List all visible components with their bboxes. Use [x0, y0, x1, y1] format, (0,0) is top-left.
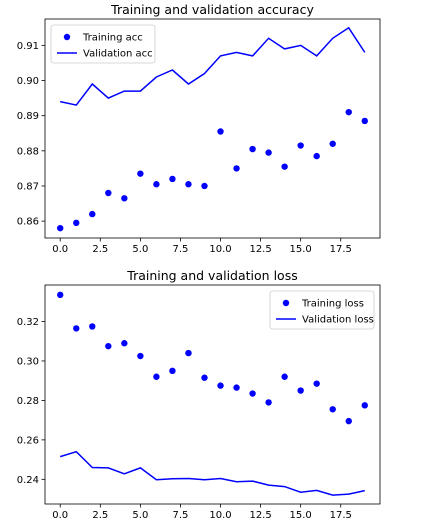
data-point [201, 182, 208, 190]
data-point [185, 349, 192, 357]
data-point [297, 142, 304, 149]
data-point [265, 399, 272, 406]
data-point [281, 163, 288, 170]
legend-dot-marker [282, 299, 290, 307]
data-point [121, 195, 128, 202]
data-point [153, 373, 160, 380]
data-point [361, 402, 368, 409]
data-point [361, 117, 368, 125]
data-point [217, 382, 224, 389]
y-tick-label: 0.91 [17, 41, 39, 52]
y-tick-label: 0.30 [17, 356, 39, 367]
data-point [329, 140, 336, 147]
y-tick-label: 0.32 [17, 317, 39, 328]
x-tick-label: 10.0 [209, 510, 231, 521]
data-point [57, 224, 64, 232]
x-tick-label: 12.5 [249, 510, 271, 521]
y-tick-label: 0.89 [17, 111, 39, 122]
x-tick-label: 2.5 [92, 510, 108, 521]
chart-panel-1: Training and validation accuracy 0.0 2.5 5.… [17, 2, 381, 255]
legend-label: Training loss [301, 299, 364, 310]
series-points-training-acc [57, 108, 368, 232]
data-point [313, 380, 320, 387]
data-point [185, 181, 192, 188]
data-point [73, 219, 80, 227]
y-tick-label: 0.87 [17, 181, 39, 192]
legend-dot-marker [63, 33, 71, 41]
x-tick-label: 0.0 [52, 510, 68, 521]
data-point [345, 417, 352, 425]
x-tick-label: 2.5 [92, 244, 108, 255]
data-point [105, 342, 112, 350]
x-tick-label: 17.5 [330, 244, 352, 255]
data-point [169, 367, 176, 375]
plot-frame [44, 284, 381, 505]
data-point [329, 406, 336, 413]
x-tick-label: 7.5 [172, 510, 188, 521]
data-point [281, 373, 288, 380]
x-tick-label: 12.5 [249, 244, 271, 255]
data-point [233, 165, 240, 172]
y-tick-label: 0.88 [17, 146, 39, 157]
data-point [73, 325, 80, 332]
data-point [89, 323, 96, 330]
data-point [137, 170, 144, 177]
y-tick-label: 0.90 [17, 76, 39, 87]
legend-label: Training acc [82, 33, 143, 44]
data-point [233, 384, 240, 391]
data-point [249, 145, 256, 153]
data-point [169, 175, 176, 183]
legend: Training acc Validation acc [50, 24, 156, 64]
x-tick-label: 17.5 [330, 510, 352, 521]
data-point [57, 291, 64, 299]
data-point [217, 128, 224, 135]
data-point [121, 340, 128, 347]
data-point [345, 108, 352, 116]
y-tick-label: 0.86 [17, 217, 39, 228]
series-line-validation-acc [60, 26, 366, 106]
legend: Training loss Validation loss [269, 290, 375, 330]
x-tick-label: 0.0 [52, 244, 68, 255]
data-point [153, 181, 160, 188]
chart-title: Training and validation accuracy [110, 2, 314, 17]
series-line-validation-loss [59, 450, 365, 496]
data-point [105, 189, 112, 197]
x-tick-label: 7.5 [172, 244, 188, 255]
y-tick-label: 0.24 [17, 475, 39, 486]
plot-frame [44, 18, 381, 239]
data-point [201, 374, 208, 381]
legend-label: Validation acc [83, 49, 153, 60]
data-point [297, 387, 304, 394]
y-tick-label: 0.28 [17, 396, 39, 407]
data-point [137, 352, 144, 360]
x-tick-label: 15.0 [290, 510, 312, 521]
chart-title: Training and validation loss [126, 268, 297, 283]
x-tick-label: 5.0 [132, 244, 148, 255]
x-tick-label: 5.0 [132, 510, 148, 521]
series-points-training-loss [57, 291, 368, 425]
y-tick-label: 0.26 [17, 435, 39, 446]
data-point [89, 210, 96, 218]
data-point [249, 390, 256, 397]
chart-panel-2: Training and validation loss 0.0 2.5 5.0 7.5… [17, 268, 381, 521]
data-point [265, 149, 272, 156]
data-point [313, 152, 320, 160]
x-tick-label: 10.0 [209, 244, 231, 255]
legend-label: Validation loss [302, 315, 374, 326]
x-tick-label: 15.0 [290, 244, 312, 255]
